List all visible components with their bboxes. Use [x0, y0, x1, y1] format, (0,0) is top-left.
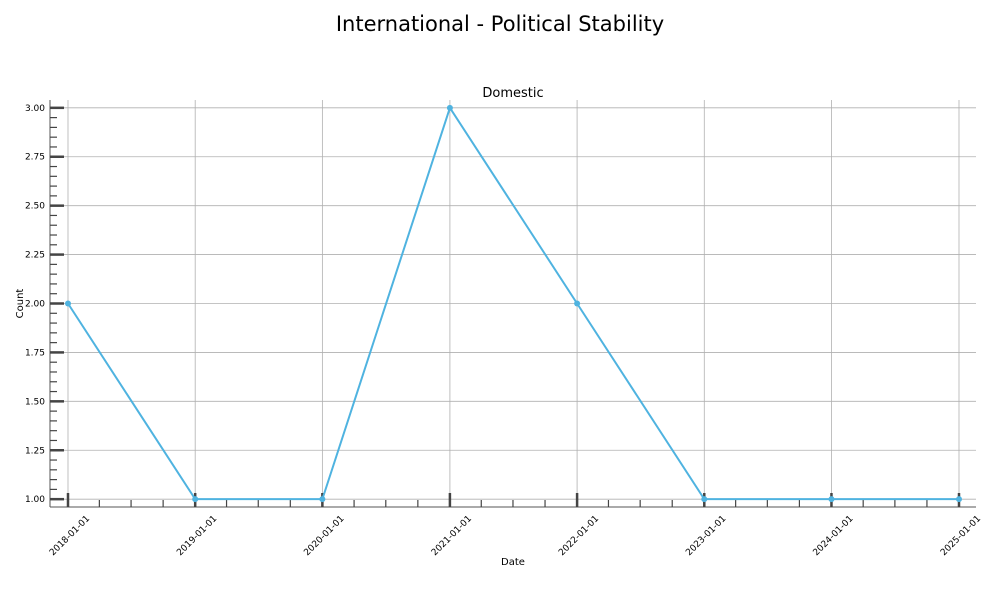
x-tick-label: 2019-01-01 — [175, 514, 219, 558]
x-tick-label: 2025-01-01 — [939, 514, 983, 558]
series-layer — [65, 104, 962, 503]
data-point — [574, 300, 581, 307]
y-tick-label: 2.00 — [25, 300, 45, 310]
data-point — [65, 300, 71, 307]
x-tick-label: 2024-01-01 — [812, 514, 856, 558]
data-point — [446, 104, 453, 111]
y-tick-label: 1.75 — [25, 348, 45, 358]
tick-marks: 1.00 1.25 1.50 1.75 2.00 2.25 2.50 2.75 3.00 2018… — [25, 104, 983, 558]
y-tick-label: 2.50 — [25, 202, 45, 212]
x-tick-label: 2023-01-01 — [684, 514, 728, 558]
x-tick-label: 2021-01-01 — [430, 514, 474, 558]
y-tick-label: 1.25 — [25, 446, 45, 456]
x-tick-label: 2018-01-01 — [48, 514, 92, 558]
data-point — [956, 496, 962, 503]
y-tick-label: 2.75 — [25, 153, 45, 163]
y-tick-label: 3.00 — [25, 104, 45, 114]
y-axis-label: Count — [15, 289, 26, 319]
figure-title: International - Political Stability — [335, 12, 665, 36]
series-line — [67, 105, 959, 501]
y-tick-label: 2.25 — [25, 251, 45, 261]
data-point — [192, 496, 199, 503]
x-axis-label: Date — [501, 557, 525, 568]
data-point — [701, 496, 708, 503]
data-point — [319, 496, 326, 503]
x-tick-label: 2022-01-01 — [557, 514, 601, 558]
grid-lines — [50, 100, 976, 507]
y-tick-label: 1.50 — [25, 397, 45, 407]
chart-title: Domestic — [482, 86, 543, 101]
y-tick-label: 1.00 — [25, 495, 45, 505]
data-point — [828, 496, 835, 503]
x-tick-label: 2020-01-01 — [302, 514, 346, 558]
